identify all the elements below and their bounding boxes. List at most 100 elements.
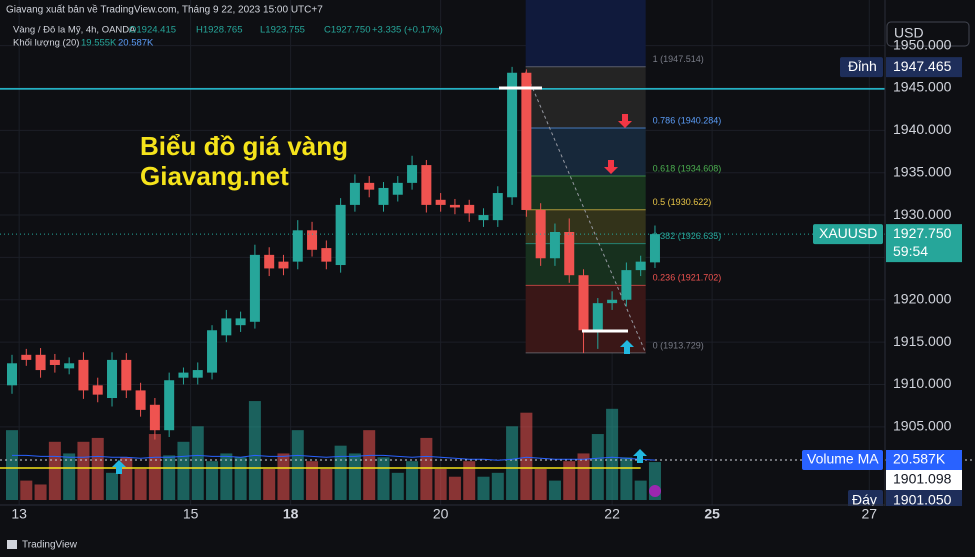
volume-bar [334, 445, 347, 500]
cursor-tag-value: 1901.098 [893, 471, 952, 487]
volume-bar [191, 426, 204, 500]
candle-body [249, 254, 260, 322]
candle-body [21, 354, 32, 360]
candle-body [135, 390, 146, 410]
fib-band [525, 209, 646, 244]
fib-extension [525, 0, 646, 67]
volume-tag-value: 20.587K [893, 451, 946, 467]
volume-value: 19.555K [81, 38, 117, 49]
candle-body [607, 299, 618, 304]
candle-body [321, 248, 332, 262]
y-tick-label: 1930.000 [893, 206, 952, 222]
volume-ma-line [12, 454, 656, 461]
candle-body [349, 182, 360, 205]
volume-bar [563, 461, 576, 500]
candle-body [464, 204, 475, 214]
fib-band [525, 176, 646, 210]
y-tick-label: 1950.000 [893, 36, 952, 52]
candle-body [235, 318, 246, 326]
low-tag-name: Đáy [852, 492, 877, 508]
candle-body [7, 363, 18, 386]
currency[interactable]: USD [894, 25, 924, 41]
volume-bar [320, 468, 333, 500]
y-tick-label: 1940.000 [893, 121, 952, 137]
low-tag-bg [886, 490, 962, 510]
countdown: 59:54 [893, 243, 928, 259]
x-tick-label: 27 [861, 506, 877, 522]
fib-trend [525, 71, 647, 354]
footer-bar [0, 530, 975, 557]
symbol: Vàng / Đô la Mỹ, 4h, OANDA [13, 25, 136, 36]
candle-body [635, 261, 646, 271]
arrow [620, 340, 634, 354]
volume-bar [520, 412, 533, 500]
candle-body [421, 165, 432, 205]
watermark: Biểu đồ giá vàng [140, 131, 348, 161]
arrow [618, 114, 632, 128]
currency-button[interactable] [886, 21, 970, 47]
low-tag-value: 1901.050 [893, 492, 952, 508]
x-tick-label: 22 [604, 506, 620, 522]
candle-body [521, 72, 532, 210]
x-tick-label: 13 [11, 506, 27, 522]
candle-body [335, 204, 346, 266]
x-tick-label: 25 [704, 506, 720, 522]
volume-bar [6, 430, 19, 500]
volume-bar [263, 468, 276, 500]
ohlc-value: H1928.765 [196, 25, 242, 36]
volume-tag-name: Volume MA [807, 451, 879, 467]
candle-body [307, 230, 318, 250]
candle-body [49, 359, 60, 365]
alert-icon [649, 485, 661, 497]
ohlc-value: C1927.750 [324, 25, 370, 36]
candle-body [435, 199, 446, 205]
fib-label: 0.618 (1934.608) [653, 163, 722, 173]
volume-label: Khối lượng (20) [13, 38, 79, 49]
volume-bar [548, 480, 561, 500]
volume-bar [20, 480, 33, 500]
x-tick-label: 15 [183, 506, 199, 522]
candle-body [35, 354, 46, 371]
volume-bar [606, 408, 619, 500]
volume-bar [77, 441, 90, 500]
volume-tag-name-bg [802, 450, 883, 470]
volume-bar [220, 453, 233, 500]
fib-label: 0.236 (1921.702) [653, 273, 722, 283]
volume-bar [106, 472, 119, 500]
candle-body [192, 370, 203, 378]
y-tick-label: 1945.000 [893, 79, 952, 95]
volume-bar [491, 472, 504, 500]
candle-body [578, 275, 589, 331]
volume-bar [634, 480, 647, 500]
fib-label: 0 (1913.729) [653, 340, 704, 350]
x-tick-label: 18 [283, 506, 299, 522]
volume-bar [463, 461, 476, 500]
volume-bar [148, 434, 161, 500]
volume-bar [120, 457, 133, 500]
last-tag-name-bg [813, 224, 883, 245]
volume-bar [448, 476, 461, 500]
ohlc-value: L1923.755 [260, 25, 305, 36]
candle-body [549, 232, 560, 259]
high-tag-value: 1947.465 [893, 58, 952, 74]
fib-label: 0.382 (1926.635) [653, 231, 722, 241]
candle-body [107, 359, 118, 399]
last-tag-value: 1927.750 [893, 225, 952, 241]
arrow [112, 460, 126, 474]
candle-body [178, 372, 189, 378]
y-tick-label: 1910.000 [893, 375, 952, 391]
volume-bar [377, 457, 390, 500]
fib-label: 1 (1947.514) [653, 54, 704, 64]
arrow [604, 160, 618, 174]
volume-bar [534, 468, 547, 500]
fib-label: 0.5 (1930.622) [653, 197, 712, 207]
volume-bar [63, 453, 76, 500]
volume-tag-bg [886, 450, 962, 470]
footer-logo: TradingView [22, 540, 78, 551]
volume-ma-value: 20.587K [118, 38, 154, 49]
candle-body [64, 363, 75, 369]
high-tag-name: Đỉnh [848, 58, 877, 74]
y-tick-label: 1935.000 [893, 163, 952, 179]
